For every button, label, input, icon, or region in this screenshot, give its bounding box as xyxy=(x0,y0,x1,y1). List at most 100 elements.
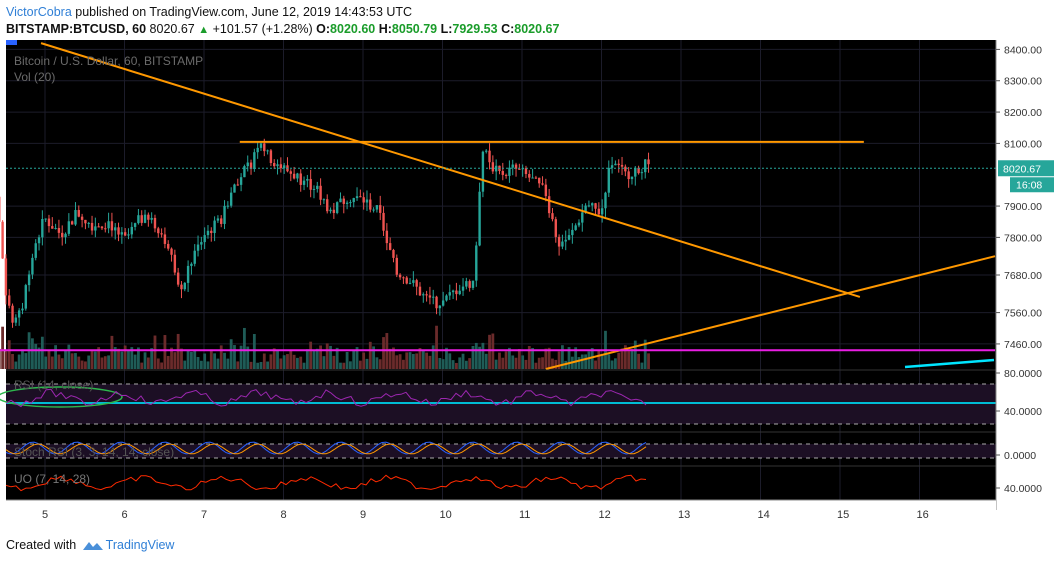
volume-bar xyxy=(170,347,173,369)
volume-bar xyxy=(180,348,183,369)
candle-body xyxy=(604,192,607,209)
candle-body xyxy=(538,177,541,184)
candle-body xyxy=(4,258,8,296)
volume-bar xyxy=(282,355,286,369)
candle-body xyxy=(47,218,51,227)
time-tick-label: 15 xyxy=(837,509,849,521)
chart-title: Bitcoin / U.S. Dollar, 60, BITSTAMP xyxy=(14,54,203,68)
candle-body xyxy=(528,173,531,178)
volume-bar xyxy=(405,352,409,369)
time-tick-label: 6 xyxy=(122,509,128,521)
candle-body xyxy=(388,243,392,250)
volume-bar xyxy=(411,353,415,369)
candle-body xyxy=(223,205,226,224)
candle-body xyxy=(554,219,557,237)
volume-bar xyxy=(441,359,445,369)
candle-body xyxy=(210,230,213,234)
candle-body xyxy=(375,205,379,210)
candle-body xyxy=(84,219,87,224)
volume-bar xyxy=(587,351,591,369)
volume-bar xyxy=(597,349,601,369)
volume-bar xyxy=(249,361,253,369)
uo-legend: UO (7, 14, 28) xyxy=(14,472,90,486)
candle-body xyxy=(100,226,104,229)
volume-bar xyxy=(24,353,28,369)
volume-bar xyxy=(17,354,21,369)
volume-bar xyxy=(474,342,478,369)
volume-bar xyxy=(345,352,349,369)
volume-bar xyxy=(315,348,319,369)
footer-brand[interactable]: TradingView xyxy=(105,538,175,552)
time-tick-label: 12 xyxy=(599,509,611,521)
volume-bar xyxy=(471,345,475,369)
volume-bar xyxy=(468,358,472,369)
volume-bar xyxy=(329,345,332,369)
volume-bar xyxy=(11,353,14,369)
candle-body xyxy=(87,222,90,224)
high-label: H: xyxy=(378,22,392,36)
trendlines[interactable] xyxy=(0,42,996,370)
volume-bar xyxy=(110,335,114,369)
price-tick-label: 7460.00 xyxy=(1004,339,1042,351)
volume-bar xyxy=(614,358,617,369)
candle-body xyxy=(322,199,326,201)
last-price-label: 8020.67 xyxy=(1003,163,1041,175)
volume-bar xyxy=(647,353,650,369)
candle-body xyxy=(203,235,206,243)
time-tick-label: 16 xyxy=(917,509,929,521)
time-axis[interactable]: 5 6 7 8 9 10 11 12 13 14 15 16 xyxy=(6,499,996,526)
candle-body xyxy=(422,294,425,296)
volume-bar xyxy=(256,362,260,369)
volume-bar xyxy=(342,362,346,369)
author-name[interactable]: VictorCobra xyxy=(6,5,72,19)
volume-bar xyxy=(561,345,564,369)
close-value: 8020.67 xyxy=(514,22,560,36)
volume-bar xyxy=(352,350,356,369)
volume-bar xyxy=(196,356,200,369)
volume-bar xyxy=(491,333,495,369)
candle-body xyxy=(153,217,157,229)
uo-line xyxy=(5,474,647,492)
candle-body xyxy=(90,222,94,231)
volume-bar xyxy=(130,347,134,369)
volume-bar xyxy=(259,361,263,369)
volume-bar xyxy=(610,360,614,369)
volume-bar xyxy=(415,353,419,369)
volume-bar xyxy=(93,351,97,369)
volume-bar xyxy=(445,347,448,369)
candle-body xyxy=(581,212,584,223)
volume-bar xyxy=(527,346,531,369)
candle-body xyxy=(127,234,130,236)
volume-bar xyxy=(590,348,594,369)
ohlc-line: BITSTAMP:BTCUSD, 60 8020.67 ▲ +101.57 (+… xyxy=(6,22,559,36)
pane-tick-label: 0.0000 xyxy=(1004,450,1036,462)
price-axis[interactable]: 8400.00 8300.00 8200.00 8100.00 7900.00 7800.… xyxy=(995,40,1058,510)
volume-bar xyxy=(627,351,631,369)
volume-bar xyxy=(47,349,51,369)
candle-body xyxy=(289,171,292,174)
candle-body xyxy=(163,234,167,244)
candle-body xyxy=(345,202,349,204)
candle-body xyxy=(61,232,64,238)
volume-bar xyxy=(0,348,1,369)
volume-bar xyxy=(176,333,180,369)
volume-bar xyxy=(123,345,127,369)
time-tick-label: 14 xyxy=(758,509,770,521)
candle-body xyxy=(369,199,372,210)
volume-bar xyxy=(243,327,246,369)
volume-bar xyxy=(514,357,518,369)
candle-body xyxy=(432,296,435,298)
candle-body xyxy=(518,168,521,170)
candle-body xyxy=(395,257,398,275)
candle-body xyxy=(70,221,74,225)
candle-body xyxy=(594,203,597,209)
candle-body xyxy=(256,147,259,153)
candle-body xyxy=(624,166,627,172)
volume-bar xyxy=(40,336,44,369)
volume-bar xyxy=(408,352,412,369)
candle-body xyxy=(133,223,137,227)
symbol-name: BITSTAMP:BTCUSD, 60 xyxy=(6,22,147,36)
volume-bar xyxy=(140,362,144,369)
candle-body xyxy=(326,199,329,212)
price-chart[interactable]: 8400.00 8300.00 8200.00 8100.00 7900.00 7800.… xyxy=(0,40,1058,530)
